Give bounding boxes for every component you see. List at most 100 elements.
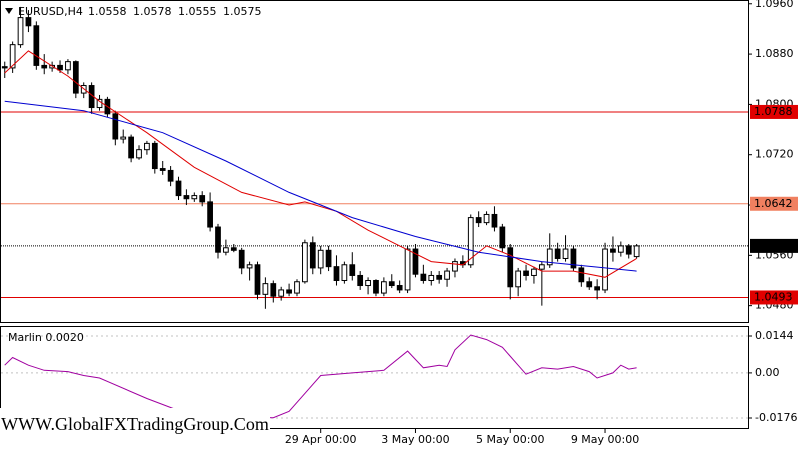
bid-line-label: 1.0575 bbox=[754, 239, 793, 252]
y-tick-label: 0.0144 bbox=[755, 329, 794, 342]
candle-body bbox=[325, 249, 332, 268]
candle-body bbox=[357, 274, 364, 287]
level-line-box bbox=[750, 104, 798, 119]
candle-body bbox=[373, 279, 379, 294]
candle-body bbox=[420, 273, 427, 281]
candle-body bbox=[270, 283, 277, 297]
candle-body bbox=[444, 270, 450, 280]
candle-body bbox=[159, 168, 166, 171]
y-tick-label: -0.0176 bbox=[755, 411, 797, 424]
x-tick-label: 29 Apr 00:00 bbox=[285, 433, 357, 446]
candle-body bbox=[112, 113, 119, 140]
candle-body bbox=[65, 61, 71, 71]
candle-body bbox=[309, 242, 316, 269]
level-line-label: 1.0788 bbox=[754, 105, 793, 118]
candle-body bbox=[25, 17, 32, 27]
candle-body bbox=[594, 286, 601, 291]
candle-body bbox=[333, 266, 340, 281]
candle-body bbox=[538, 264, 545, 270]
candle-body bbox=[167, 169, 174, 182]
candle-body bbox=[175, 180, 182, 197]
candle-body bbox=[41, 64, 48, 69]
candle-body bbox=[183, 195, 190, 200]
candle-body bbox=[1, 66, 8, 69]
candle-body bbox=[515, 270, 522, 288]
candle-body bbox=[120, 136, 127, 140]
candle-body bbox=[262, 283, 269, 295]
candle-body bbox=[72, 61, 79, 94]
header-value: 1.0578 bbox=[133, 5, 172, 18]
candle-body bbox=[610, 248, 616, 253]
y-tick-label: 1.0720 bbox=[755, 148, 794, 161]
candle-body bbox=[238, 249, 245, 269]
level-line-box bbox=[750, 290, 798, 305]
moving-average bbox=[4, 50, 637, 278]
candle-body bbox=[523, 270, 529, 276]
level-line-label: 1.0493 bbox=[754, 290, 793, 303]
watermark: WWW.GlobalFXTradingGroup.Com bbox=[1, 414, 269, 434]
candle-body bbox=[570, 248, 577, 269]
candle-body bbox=[404, 248, 411, 291]
candle-body bbox=[191, 195, 198, 200]
candle-body bbox=[412, 248, 419, 275]
candle-body bbox=[207, 201, 213, 228]
candle-body bbox=[286, 289, 292, 294]
candle-body bbox=[365, 279, 371, 287]
candle-body bbox=[254, 264, 261, 295]
moving-average bbox=[4, 100, 637, 272]
x-tick-label: 3 May 00:00 bbox=[381, 433, 449, 446]
header-value: 1.0558 bbox=[88, 5, 127, 18]
candle-body bbox=[33, 25, 40, 66]
candle-body bbox=[452, 261, 458, 272]
candle-body bbox=[294, 281, 300, 294]
candle-body bbox=[151, 142, 158, 170]
candle-body bbox=[128, 136, 134, 159]
bid-line-box bbox=[750, 238, 798, 253]
candle-body bbox=[144, 142, 150, 151]
candle-body bbox=[586, 281, 593, 288]
indicator-line bbox=[4, 334, 637, 419]
indicator-title: Marlin 0.0020 bbox=[8, 331, 84, 344]
y-tick-label: 1.0960 bbox=[755, 0, 794, 10]
candle-body bbox=[617, 245, 624, 253]
candle-body bbox=[546, 248, 553, 266]
y-tick-label: 0.00 bbox=[755, 366, 780, 379]
candle-body bbox=[302, 242, 308, 283]
candle-body bbox=[17, 17, 24, 46]
candle-body bbox=[396, 285, 403, 291]
watermark-box bbox=[0, 408, 270, 442]
header-value: 1.0575 bbox=[223, 5, 262, 18]
candle-body bbox=[625, 245, 632, 255]
candle-body bbox=[499, 226, 506, 249]
candle-body bbox=[388, 281, 395, 287]
candle-body bbox=[483, 213, 490, 224]
candle-body bbox=[9, 44, 16, 69]
candle-body bbox=[223, 247, 229, 253]
y-tick-label: 1.0880 bbox=[755, 47, 794, 60]
candle-body bbox=[602, 248, 608, 291]
candle-body bbox=[215, 226, 221, 253]
candle-body bbox=[246, 264, 253, 269]
candle-body bbox=[578, 267, 585, 283]
candle-body bbox=[199, 195, 206, 203]
x-tick-label: 9 May 00:00 bbox=[571, 433, 639, 446]
menu-icon[interactable] bbox=[5, 8, 13, 14]
candle-body bbox=[633, 245, 640, 258]
candle-body bbox=[57, 64, 63, 71]
chart-title: EURUSD,H4 bbox=[18, 5, 83, 18]
candle-body bbox=[317, 249, 324, 269]
candle-body bbox=[230, 247, 237, 251]
candle-body bbox=[349, 264, 356, 276]
header-value: 1.0555 bbox=[178, 5, 217, 18]
x-tick-label: 5 May 00:00 bbox=[476, 433, 544, 446]
candle-body bbox=[381, 281, 387, 294]
candle-body bbox=[49, 64, 56, 69]
candle-body bbox=[562, 248, 569, 259]
candle-body bbox=[491, 213, 498, 228]
candle-body bbox=[436, 274, 443, 280]
candle-body bbox=[507, 247, 514, 288]
candle-body bbox=[278, 289, 285, 297]
candle-body bbox=[341, 264, 348, 281]
level-line-label: 1.0642 bbox=[754, 197, 793, 210]
